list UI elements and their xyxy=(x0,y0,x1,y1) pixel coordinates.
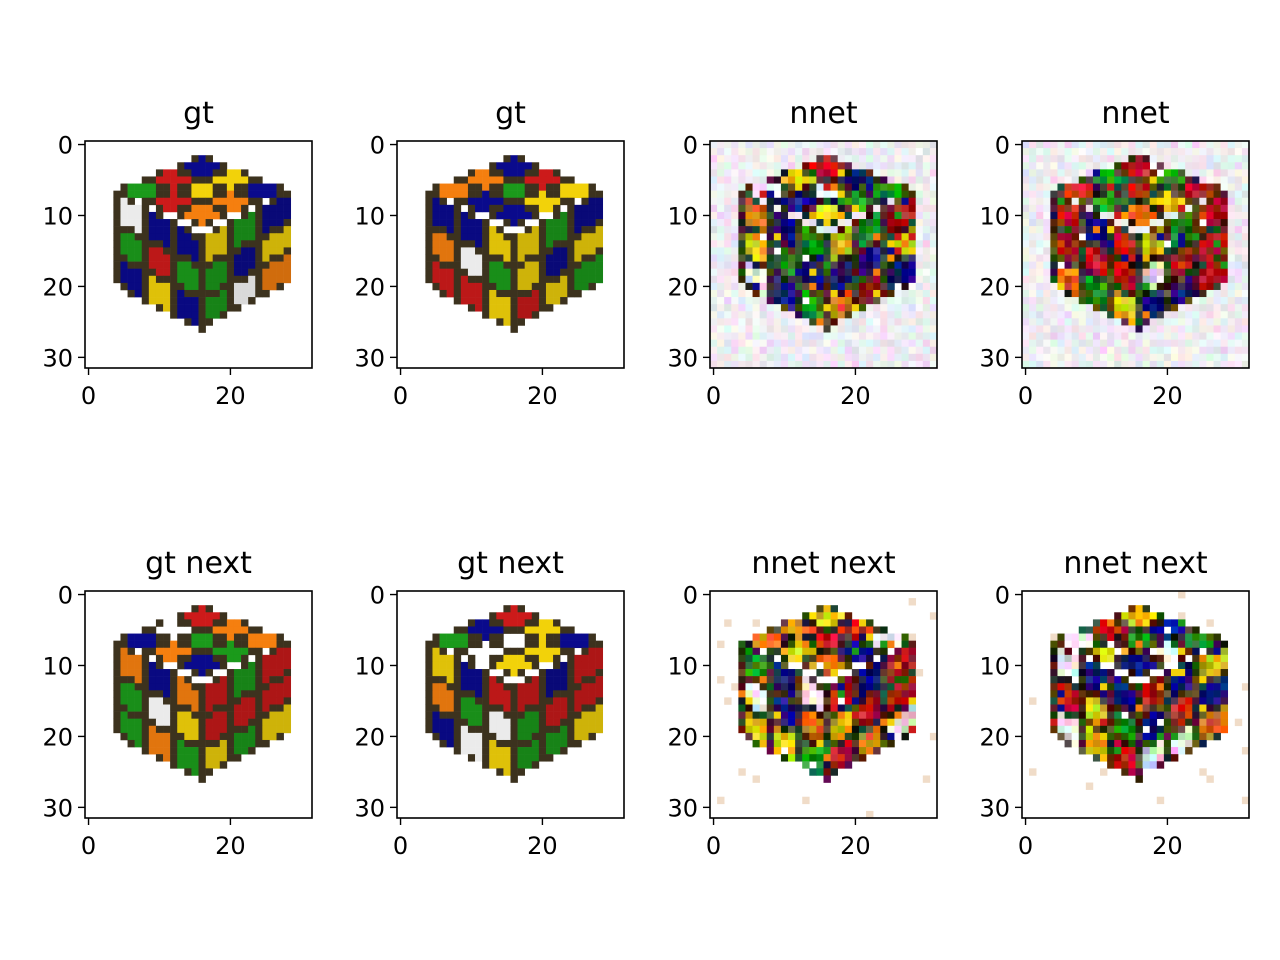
x-tick-label: 0 xyxy=(393,832,408,860)
axes-frame xyxy=(709,590,938,819)
subplot-title: nnet xyxy=(789,96,857,131)
axes-frame xyxy=(396,590,625,819)
cube-image xyxy=(113,155,292,333)
y-tick-label: 30 xyxy=(42,794,73,822)
x-tick-label: 20 xyxy=(840,382,871,410)
x-tick-label: 20 xyxy=(840,832,871,860)
x-tick-label: 0 xyxy=(393,382,408,410)
y-tick-label: 30 xyxy=(354,344,385,372)
subplot-title: gt xyxy=(495,96,526,131)
y-tick-label: 30 xyxy=(667,344,698,372)
y-tick-label: 10 xyxy=(979,652,1010,680)
subplot-title: gt xyxy=(183,96,214,131)
y-tick-label: 0 xyxy=(370,582,385,610)
x-tick-label: 0 xyxy=(1018,832,1033,860)
y-tick-label: 20 xyxy=(667,723,698,751)
axes-frame xyxy=(1021,590,1250,819)
x-tick-label: 0 xyxy=(1018,382,1033,410)
axes-frame xyxy=(1021,140,1250,369)
y-tick-label: 0 xyxy=(58,132,73,160)
subplot-title: nnet next xyxy=(751,546,895,581)
y-tick-label: 20 xyxy=(354,723,385,751)
subplot-6: gt next 0 10 20 30 0 20 xyxy=(354,546,625,860)
subplot-7: nnet next 0 10 20 30 0 20 xyxy=(667,546,938,860)
y-tick-label: 0 xyxy=(370,132,385,160)
x-tick-label: 0 xyxy=(706,382,721,410)
y-tick-label: 0 xyxy=(995,582,1010,610)
x-tick-label: 20 xyxy=(1152,382,1183,410)
y-tick-label: 30 xyxy=(354,794,385,822)
y-tick-label: 30 xyxy=(42,344,73,372)
y-tick-label: 10 xyxy=(42,652,73,680)
subplot-4: nnet 0 10 20 30 0 20 xyxy=(979,96,1250,410)
y-tick-label: 0 xyxy=(683,582,698,610)
cube-image xyxy=(425,605,604,783)
subplot-5: gt next 0 10 20 30 0 20 xyxy=(42,546,313,860)
axes-frame xyxy=(396,140,625,369)
subplot-title: nnet next xyxy=(1063,546,1207,581)
y-tick-label: 0 xyxy=(995,132,1010,160)
cube-image xyxy=(113,605,292,783)
y-tick-label: 0 xyxy=(683,132,698,160)
y-tick-label: 30 xyxy=(979,344,1010,372)
cube-image xyxy=(710,141,938,369)
y-tick-label: 20 xyxy=(667,273,698,301)
cube-image xyxy=(425,155,604,333)
y-tick-label: 10 xyxy=(979,202,1010,230)
y-tick-label: 10 xyxy=(667,652,698,680)
cube-image xyxy=(1029,591,1250,805)
subplot-title: gt next xyxy=(457,546,564,581)
x-tick-label: 20 xyxy=(527,382,558,410)
x-tick-label: 20 xyxy=(1152,832,1183,860)
axes-frame xyxy=(709,140,938,369)
y-tick-label: 10 xyxy=(42,202,73,230)
x-tick-label: 0 xyxy=(81,832,96,860)
y-tick-label: 30 xyxy=(667,794,698,822)
subplot-8: nnet next 0 10 20 30 0 20 xyxy=(979,546,1250,860)
x-tick-label: 20 xyxy=(215,382,246,410)
y-tick-label: 20 xyxy=(42,273,73,301)
y-tick-label: 20 xyxy=(979,723,1010,751)
x-tick-label: 20 xyxy=(215,832,246,860)
subplot-3: nnet 0 10 20 30 0 20 xyxy=(667,96,938,410)
x-tick-label: 20 xyxy=(527,832,558,860)
x-tick-label: 0 xyxy=(706,832,721,860)
y-tick-label: 20 xyxy=(979,273,1010,301)
subplot-1: gt 0 10 20 30 0 20 xyxy=(42,96,313,410)
cube-image xyxy=(1022,141,1250,369)
y-tick-label: 10 xyxy=(354,652,385,680)
y-tick-label: 30 xyxy=(979,794,1010,822)
y-tick-label: 10 xyxy=(354,202,385,230)
axes-frame xyxy=(84,590,313,819)
y-tick-label: 20 xyxy=(42,723,73,751)
axes-frame xyxy=(84,140,313,369)
y-tick-label: 20 xyxy=(354,273,385,301)
subplot-title: nnet xyxy=(1101,96,1169,131)
y-tick-label: 0 xyxy=(58,582,73,610)
x-tick-label: 0 xyxy=(81,382,96,410)
subplot-2: gt 0 10 20 30 0 20 xyxy=(354,96,625,410)
cube-image xyxy=(717,598,938,819)
y-tick-label: 10 xyxy=(667,202,698,230)
subplot-title: gt next xyxy=(145,546,252,581)
